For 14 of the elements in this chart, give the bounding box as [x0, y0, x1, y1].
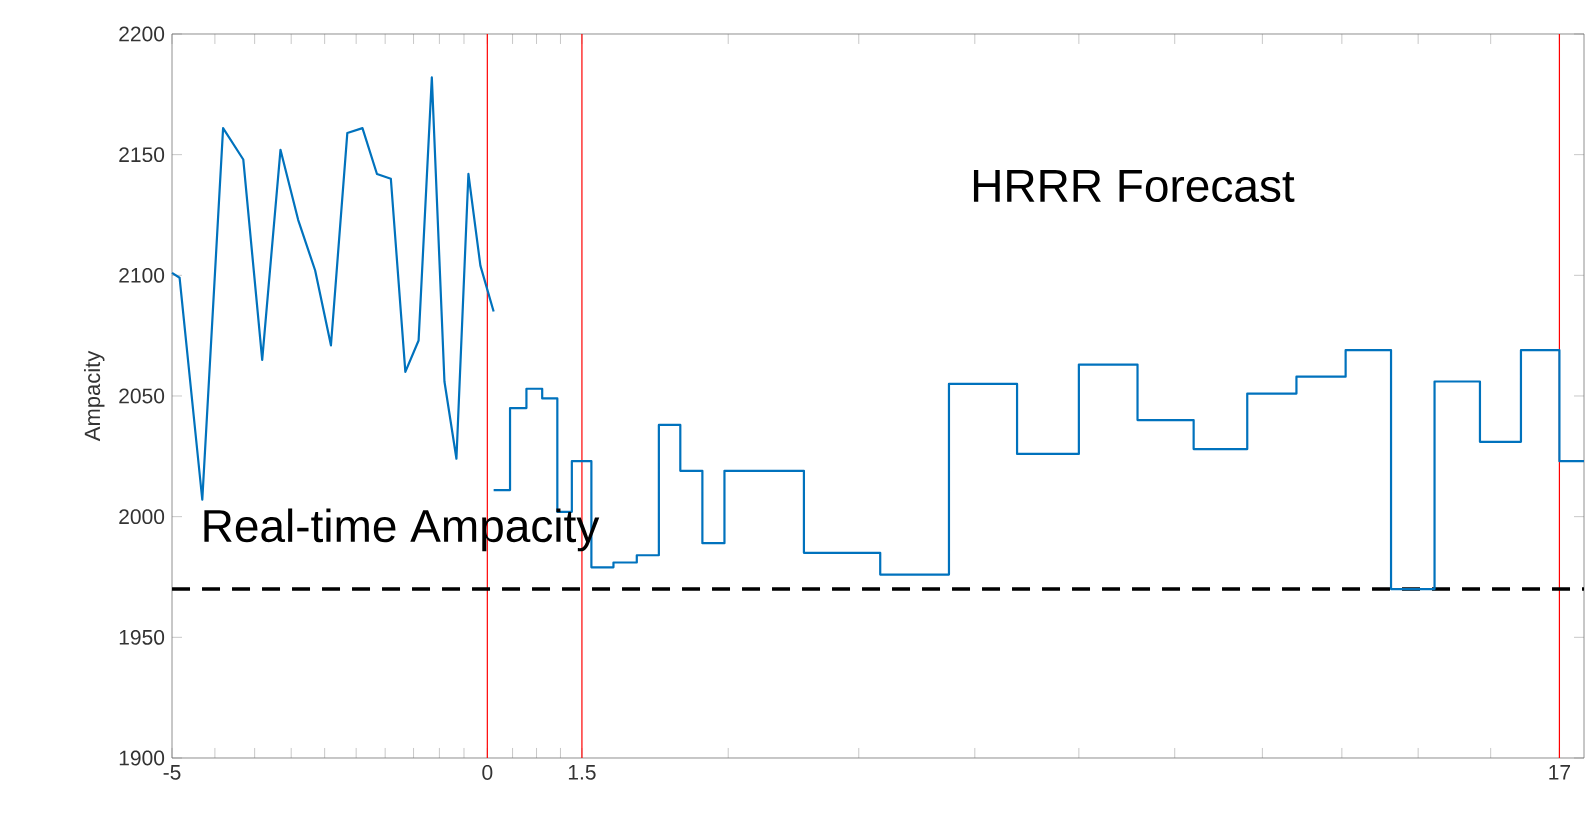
y-tick-label: 2200 — [119, 26, 165, 42]
x-tick-label: 1.5 — [568, 765, 596, 780]
y-tick-label: 2000 — [119, 509, 165, 525]
y-tick-label: 1950 — [119, 629, 165, 645]
line-series — [170, 76, 495, 501]
y-axis-title: Ampacity — [84, 350, 105, 442]
x-tick-label: 0 — [482, 765, 493, 780]
y-tick-label: 2050 — [119, 388, 165, 404]
x-tick-label: -5 — [163, 765, 181, 780]
y-tick-label: 2150 — [119, 147, 165, 163]
annotation: HRRR Forecast — [973, 169, 1295, 203]
y-tick-label: 2100 — [119, 267, 165, 283]
y-tick-label: 1900 — [119, 750, 165, 766]
x-tick-label: 17 — [1549, 765, 1571, 780]
